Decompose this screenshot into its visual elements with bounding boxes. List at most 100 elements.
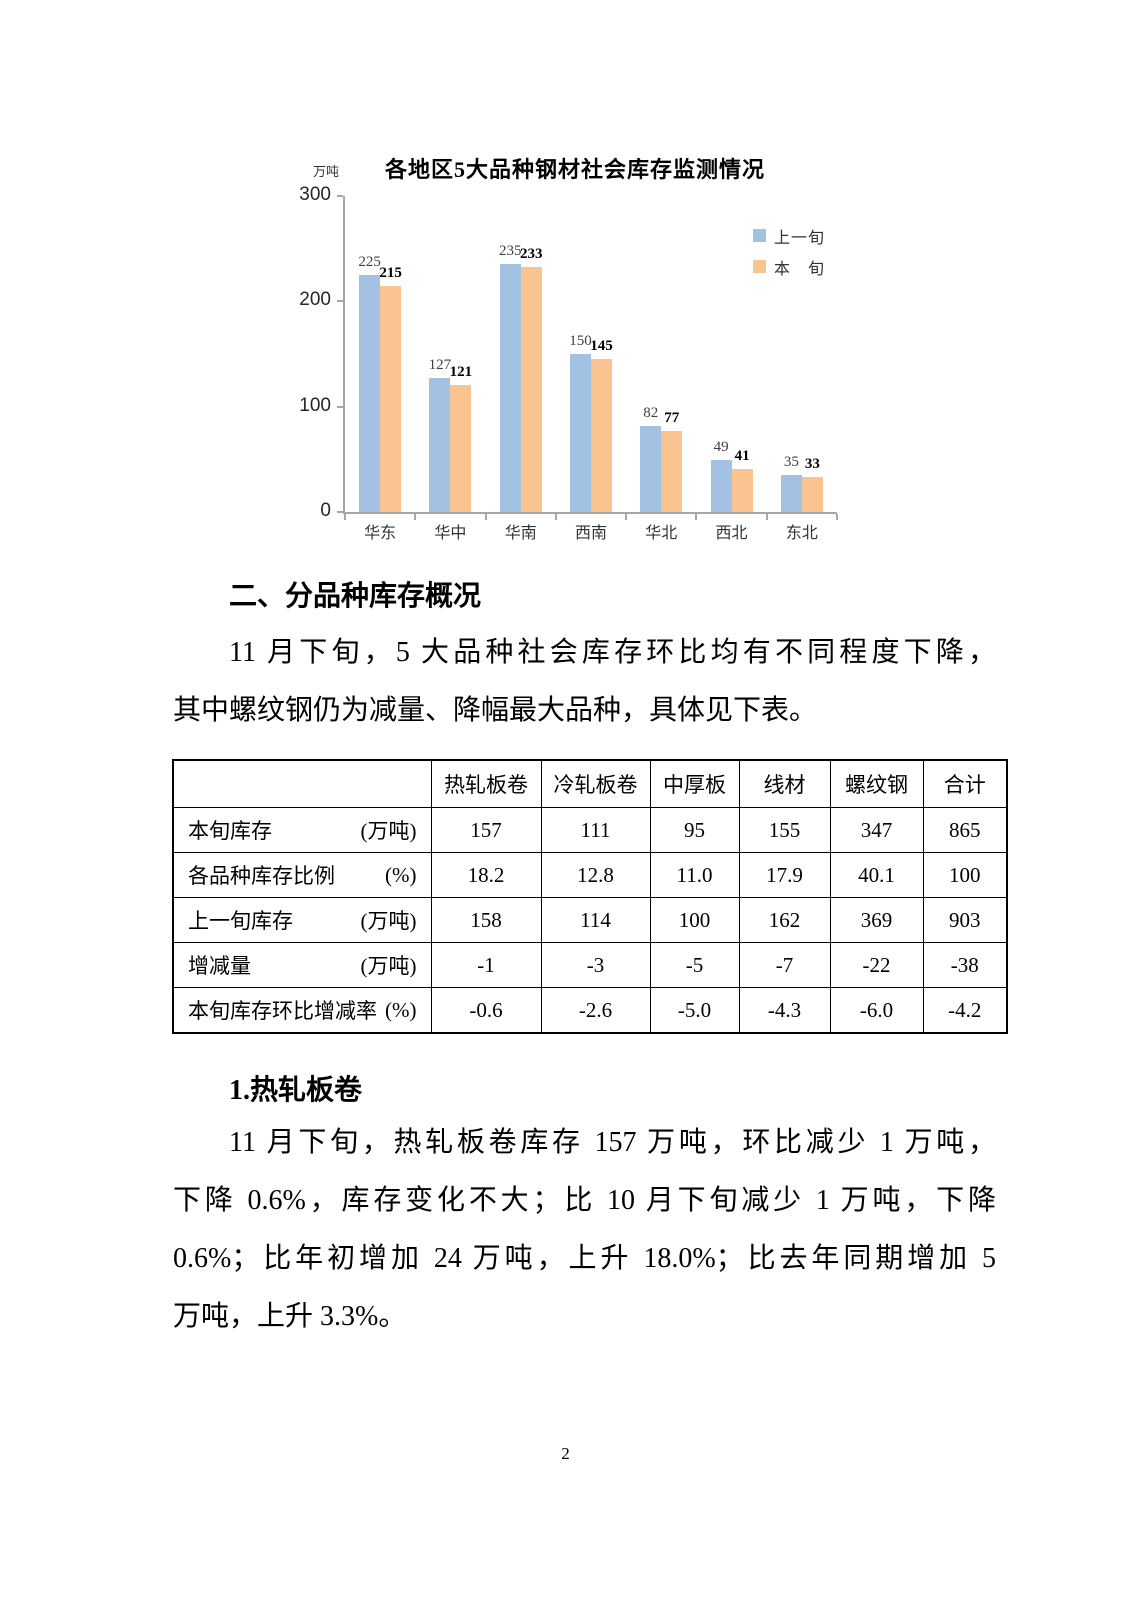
- row-label: 本旬库存: [188, 819, 272, 843]
- x-axis-tick: [695, 514, 698, 520]
- y-axis-tick: [337, 300, 343, 303]
- y-axis-tick-label: 200: [299, 289, 331, 311]
- bar-value-label: 225: [358, 254, 381, 270]
- y-axis-tick-label: 0: [320, 500, 331, 521]
- legend-item: 上一旬: [753, 220, 825, 251]
- table-cell: 114: [540, 897, 651, 943]
- inventory-bar-chart: 万吨 各地区5大品种钢材社会库存监测情况 0 100 200 300 225 215 华东 1…: [285, 148, 885, 558]
- inventory-table: 热轧板卷 冷轧板卷 中厚板 线材 螺纹钢 合计 本旬库存 (万吨) 157 111 95 155 34…: [172, 759, 1008, 1034]
- x-axis-category-label: 华北: [645, 525, 678, 542]
- x-axis-category-label: 华中: [434, 525, 467, 542]
- bar-value-label: 233: [519, 246, 543, 262]
- table-row: 本旬库存环比增减率 (%) -0.6 -2.6 -5.0 -4.3 -6.0 -4.2: [172, 987, 1008, 1034]
- x-axis-category-label: 西南: [574, 525, 607, 542]
- table-cell: -6.0: [829, 987, 924, 1034]
- bar-value-label: 215: [379, 265, 402, 281]
- y-axis-tick: [337, 511, 343, 513]
- table-cell: -7: [738, 942, 831, 988]
- legend-item: 本 旬: [753, 251, 825, 282]
- subsection-paragraph: 11 月下旬，热轧板卷库存 157 万吨，环比减少 1 万吨， 下降 0.6%，库…: [173, 1114, 996, 1346]
- table-header-cell: 冷轧板卷: [540, 759, 651, 808]
- row-unit: (万吨): [360, 909, 417, 933]
- bar-value-label: 33: [804, 456, 820, 472]
- x-axis-tick: [344, 514, 346, 520]
- table-row-label-cell: 上一旬库存 (万吨): [172, 897, 432, 943]
- table-cell: 17.9: [738, 852, 831, 898]
- table-cell: 158: [430, 897, 542, 943]
- table-cell: -38: [922, 942, 1008, 988]
- bar-current-period: [661, 431, 683, 512]
- table-corner-cell: [172, 759, 432, 808]
- table-cell: 100: [649, 897, 740, 943]
- legend-swatch: [753, 229, 766, 242]
- y-axis-tick: [337, 405, 343, 408]
- table-header-cell: 中厚板: [649, 759, 740, 808]
- table-cell: 100: [922, 852, 1008, 898]
- bar-previous-period: [710, 460, 732, 512]
- table-cell: 12.8: [540, 852, 651, 898]
- y-axis-tick: [337, 195, 343, 197]
- table-row: 增减量 (万吨) -1 -3 -5 -7 -22 -38: [172, 942, 1008, 988]
- row-label: 各品种库存比例: [188, 864, 335, 888]
- bar-current-period: [801, 477, 823, 512]
- table-cell: -2.6: [540, 987, 651, 1034]
- bar-previous-period: [640, 426, 662, 512]
- bar-value-label: 41: [734, 448, 750, 464]
- chart-legend: 上一旬本 旬: [753, 220, 825, 282]
- table-cell: 111: [540, 807, 651, 853]
- table-cell: -22: [829, 942, 924, 988]
- row-unit: (万吨): [360, 954, 417, 978]
- bar-current-period: [591, 359, 612, 512]
- bar-previous-period: [570, 354, 591, 512]
- paragraph-line: 下降 0.6%，库存变化不大；比 10 月下旬减少 1 万吨，下降: [173, 1185, 996, 1216]
- paragraph-line: 万吨，上升 3.3%。: [173, 1301, 407, 1332]
- bar-previous-period: [499, 264, 521, 512]
- row-label: 增减量: [188, 954, 251, 978]
- row-label: 上一旬库存: [188, 909, 293, 933]
- bar-current-period: [731, 469, 753, 512]
- bar-previous-period: [429, 378, 451, 512]
- table-row-label-cell: 本旬库存环比增减率 (%): [172, 987, 432, 1034]
- subsection-heading: 1.热轧板卷: [229, 1075, 363, 1106]
- table-cell: 155: [738, 807, 831, 853]
- row-unit: (%): [385, 997, 417, 1022]
- table-cell: -4.3: [738, 987, 831, 1034]
- table-header-row: 热轧板卷 冷轧板卷 中厚板 线材 螺纹钢 合计: [172, 759, 1008, 808]
- x-axis-tick: [414, 514, 417, 520]
- paragraph-line: 11 月下旬，热轧板卷库存 157 万吨，环比减少 1 万吨，: [229, 1127, 996, 1158]
- bar-value-label: 82: [643, 405, 659, 421]
- x-axis-tick: [484, 514, 487, 520]
- bar-value-label: 121: [449, 364, 473, 380]
- row-label: 本旬库存环比增减率: [188, 999, 377, 1023]
- legend-label: 上一旬: [774, 229, 826, 247]
- table-cell: -4.2: [922, 987, 1008, 1034]
- table-header-cell: 合计: [922, 759, 1008, 808]
- bar-current-period: [450, 385, 472, 512]
- table-row: 各品种库存比例 (%) 18.2 12.8 11.0 17.9 40.1 100: [172, 852, 1008, 898]
- x-axis-tick: [765, 514, 768, 520]
- section-paragraph: 11 月下旬，5 大品种社会库存环比均有不同程度下降， 其中螺纹钢仍为减量、降幅最…: [173, 624, 996, 740]
- x-axis-tick: [625, 514, 628, 520]
- bar-value-label: 145: [590, 338, 613, 354]
- table-cell: 18.2: [430, 852, 542, 898]
- bar-value-label: 35: [783, 454, 799, 470]
- y-axis-tick-label: 100: [299, 394, 331, 416]
- x-axis-category-label: 东北: [785, 525, 818, 542]
- row-unit: (%): [385, 862, 417, 887]
- bar-value-label: 49: [713, 439, 729, 455]
- chart-y-axis-unit-label: 万吨: [313, 164, 340, 179]
- table-header-cell: 线材: [738, 759, 831, 808]
- table-cell: 865: [922, 807, 1008, 853]
- table-row: 上一旬库存 (万吨) 158 114 100 162 369 903: [172, 897, 1008, 943]
- table-row-label-cell: 增减量 (万吨): [172, 942, 432, 988]
- bar-current-period: [520, 267, 542, 512]
- table-cell: 369: [829, 897, 924, 943]
- table-cell: -5.0: [649, 987, 740, 1034]
- table-cell: 40.1: [829, 852, 924, 898]
- bar-value-label: 150: [569, 333, 592, 349]
- table-cell: 11.0: [649, 852, 740, 898]
- x-axis-tick: [554, 514, 557, 520]
- table-cell: -1: [430, 942, 542, 988]
- table-cell: 162: [738, 897, 831, 943]
